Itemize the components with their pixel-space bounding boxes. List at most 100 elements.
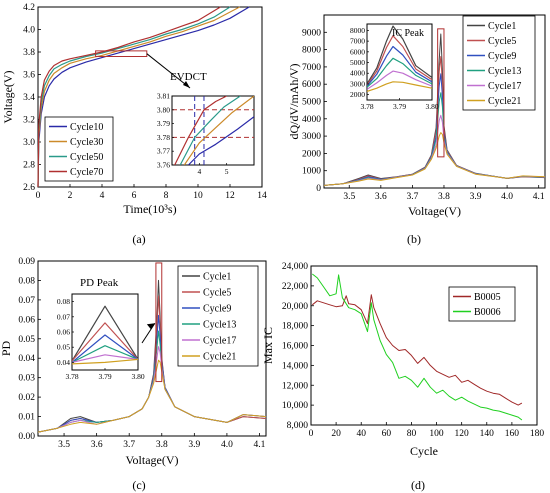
inset-label: PD Peak [80,277,119,289]
x-tick-label: 3.9 [470,192,482,202]
y-tick-label: 0.00 [18,432,35,442]
y-tick-label: 0.07 [18,296,35,306]
inset-series-line [367,25,432,85]
x-tick-label: 3.6 [375,192,387,202]
y-tick-label: 20,000 [282,302,308,312]
inset-series-line [72,334,138,363]
x-tick-label: 10 [193,191,203,201]
y-tick-label: 0.09 [18,257,35,267]
inset-series-line [72,305,138,362]
x-tick-label: 120 [455,429,470,439]
legend-label: Cycle9 [203,304,231,315]
inset-series-line [187,116,254,165]
y-axis-label: Voltage(V) [1,70,15,123]
legend-label: B0005 [474,292,501,303]
series-line [323,114,546,186]
x-tick-label: 3.8 [156,440,168,450]
zoom-arrowhead [146,323,155,330]
inset-y-tick-label: 3.81 [157,92,170,101]
panel-c: 3.5 3.6 3.7 3.8 3.9 4.0 4.1 0.00 0.01 0.02 0.03 0.0… [0,257,267,467]
legend-label: Cycle30 [70,137,103,148]
inset-y-tick-label: 0.05 [57,343,70,352]
inset-lines [172,96,254,165]
x-tick-label: 4.0 [221,440,233,450]
caption-d: (d) [411,478,425,492]
legend-label: Cycle13 [488,66,521,77]
series-line [311,294,523,406]
zoom-arrow [146,53,191,89]
inset-y-tick-label: 3.79 [157,119,170,128]
x-tick-label: 3.8 [438,192,450,202]
x-tick-label: 60 [382,429,392,439]
x-tick-label: 3.7 [123,440,135,450]
legend-label: Cycle1 [203,272,231,283]
y-tick-label: 4000 [302,115,321,125]
inset-y-tick-label: 3.78 [157,133,170,142]
x-tick-label: 140 [480,429,495,439]
y-tick-label: 0.04 [18,354,35,364]
y-tick-label: 3.4 [23,93,35,103]
x-tick-label: 3.5 [343,192,355,202]
y-tick-label: 3.8 [23,48,35,58]
series-line [37,6,221,188]
inset-series-line [72,354,138,363]
inset-series-line [367,81,432,92]
inset-y-tick-label: 6000 [350,47,365,56]
x-tick-label: 0 [36,191,41,201]
y-tick-label: 2.8 [23,161,35,171]
inset-y-tick-label: 2000 [350,90,365,99]
inset-y-tick-label: 7000 [350,37,365,46]
series-line [311,273,523,421]
y-tick-label: 9000 [302,28,321,38]
inset-x-tick-label: 3.79 [98,372,111,381]
x-axis-label: Voltage(V) [408,204,461,218]
y-tick-label: 3.0 [23,138,35,148]
legend-label: Cycle13 [203,320,236,331]
inset-label: EVDCT [170,71,207,83]
inset-series-line [72,322,138,362]
y-tick-label: 3.2 [23,116,35,126]
inset-x-tick-label: 3.78 [360,102,373,111]
x-tick-label: 4 [100,191,105,201]
y-tick-label: 0.08 [18,276,35,286]
inset-x-tick-label: 3.80 [425,102,438,111]
inset-series-line [183,96,254,165]
y-tick-label: 0.05 [18,335,35,345]
y-tick-label: 10,000 [282,401,308,411]
y-tick-label: 0 [316,184,321,194]
legend-label: Cycle17 [488,81,521,92]
series-line [37,6,250,188]
inset-x-tick-label: 3.78 [65,372,78,381]
inset-y-tick-label: 0.06 [57,328,70,337]
x-tick-label: 100 [429,429,444,439]
inset-y-tick-label: 3.77 [157,147,170,156]
x-tick-label: 3.7 [406,192,418,202]
x-tick-label: 40 [356,429,366,439]
y-tick-label: 14,000 [282,361,308,371]
inset-series-line [72,345,138,363]
y-tick-label: 7000 [302,63,321,73]
x-tick-label: 4.1 [254,440,266,450]
legend-label: Cycle50 [70,152,103,163]
x-tick-label: 180 [530,429,545,439]
legend-label: Cycle21 [203,352,236,363]
legend-box [462,15,536,111]
zoom-region [155,262,163,383]
y-axis-label: Max IC [261,327,275,364]
x-tick-label: 4.1 [533,192,545,202]
y-tick-label: 2.6 [23,183,35,193]
inset-x-tick-label: 4 [197,167,201,176]
inset-y-tick-label: 0.08 [57,297,70,306]
y-axis-label: dQ/dV/mAh/V) [287,64,301,140]
y-tick-label: 24,000 [282,262,308,272]
x-tick-label: 6 [132,191,137,201]
inset-y-tick-label: 0.07 [57,312,70,321]
legend-label: Cycle21 [488,96,521,107]
x-tick-label: 160 [505,429,520,439]
panel-a: 0 2 4 6 8 10 12 14 2.6 2.8 3.0 3.2 3.4 3.6 3.8 4.0 4.2 Ti… [1,3,267,216]
panel-d: 0 20 40 60 80 100 120 140 160 180 8,000 10,000 12,00… [261,262,544,458]
x-tick-label: 2 [68,191,73,201]
legend-label: Cycle5 [203,288,231,299]
inset-y-tick-label: 5000 [350,58,365,67]
